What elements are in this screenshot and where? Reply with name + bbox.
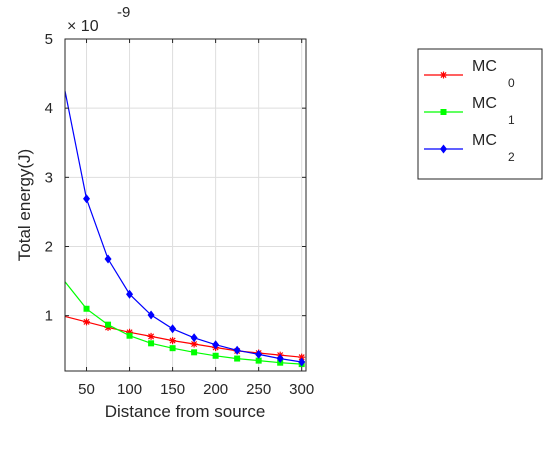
series-group: [64, 90, 306, 368]
x-axis-label: Distance from source: [105, 402, 266, 421]
legend-items: MC 0 MC 1 MC 2: [424, 58, 515, 164]
data-point-mc-2: [298, 357, 306, 367]
data-point-mc-0: [147, 332, 155, 340]
series-line-mc-0: [64, 315, 302, 358]
x-tick-label: 100: [117, 381, 142, 398]
data-point-mc-2: [83, 194, 91, 204]
y-tick-label: 5: [45, 31, 53, 48]
data-point-mc-2: [147, 310, 155, 320]
legend-box: [417, 48, 543, 180]
y-tick-label: 2: [45, 239, 53, 256]
data-point-mc-1: [191, 349, 198, 356]
legend: MC 0 MC 1 MC 2: [417, 48, 543, 180]
x-tick-label: 250: [246, 381, 271, 398]
data-point-mc-0: [126, 328, 134, 336]
data-point-mc-1: [212, 352, 219, 359]
data-point-mc-2: [104, 254, 112, 264]
data-point-mc-1: [105, 321, 112, 328]
ticks: 50 100 150 200 250 300 1 2 3 4 5: [45, 31, 315, 398]
data-point-mc-2: [276, 354, 284, 364]
legend-label-mc-1: MC: [472, 95, 497, 112]
y-exponent-power: -9: [117, 4, 130, 21]
data-point-mc-1: [126, 332, 133, 339]
legend-marker-mc-0: [440, 71, 447, 79]
y-exponent-base: × 10: [67, 18, 99, 35]
legend-subscript-mc-1: 1: [508, 113, 515, 127]
data-point-mc-1: [83, 305, 90, 312]
legend-marker-mc-2: [440, 144, 447, 154]
data-point-mc-2: [233, 345, 241, 355]
series-mc-2: [64, 90, 306, 367]
data-point-mc-0: [169, 337, 177, 345]
legend-marker-mc-1: [440, 109, 447, 115]
y-tick-label: 4: [45, 100, 53, 117]
x-tick-label: 200: [203, 381, 228, 398]
legend-label-mc-0: MC: [472, 58, 497, 75]
data-point-mc-0: [298, 353, 306, 361]
x-tick-label: 300: [289, 381, 314, 398]
data-point-mc-2: [190, 333, 198, 343]
data-point-mc-2: [212, 340, 220, 350]
y-exponent: × 10 -9: [67, 4, 130, 35]
y-axis-label: Total energy(J): [15, 149, 34, 261]
data-point-mc-0: [190, 340, 198, 348]
data-point-mc-2: [169, 324, 177, 334]
data-point-mc-2: [126, 289, 134, 299]
data-point-mc-1: [255, 357, 262, 364]
x-tick-label: 50: [78, 381, 95, 398]
series-line-mc-2: [64, 90, 302, 363]
data-point-mc-2: [255, 349, 263, 359]
legend-subscript-mc-0: 0: [508, 76, 515, 90]
y-tick-label: 3: [45, 169, 53, 186]
x-tick-label: 150: [160, 381, 185, 398]
legend-subscript-mc-2: 2: [508, 150, 515, 164]
data-point-mc-0: [83, 318, 91, 326]
data-point-mc-1: [169, 345, 176, 352]
legend-label-mc-2: MC: [472, 132, 497, 149]
y-tick-label: 1: [45, 308, 53, 325]
plot-area: [65, 39, 306, 371]
plot-frame: [64, 38, 307, 372]
data-point-mc-1: [234, 355, 241, 362]
series-line-mc-1: [64, 281, 302, 365]
data-point-mc-1: [148, 340, 155, 347]
